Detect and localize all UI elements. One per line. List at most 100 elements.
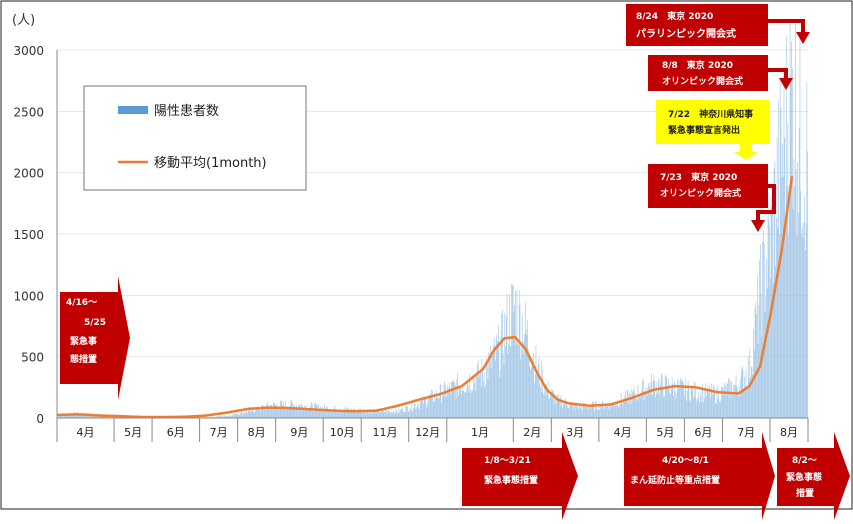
bar: [316, 405, 317, 418]
bar: [651, 382, 652, 418]
bar: [622, 401, 623, 418]
bar: [469, 392, 470, 418]
bar: [482, 372, 483, 418]
bar: [448, 388, 449, 418]
bar: [358, 408, 359, 418]
bar: [653, 381, 654, 418]
bar: [426, 407, 427, 418]
bar: [580, 409, 581, 418]
bar: [492, 356, 493, 418]
bar: [613, 403, 614, 418]
bar: [730, 398, 731, 418]
bar: [495, 345, 496, 418]
bar: [300, 404, 301, 418]
bar: [631, 404, 632, 418]
bar: [541, 361, 542, 418]
bar: [513, 284, 514, 418]
bar: [588, 407, 589, 418]
bar: [670, 394, 671, 418]
bar: [481, 386, 482, 418]
bar: [623, 400, 624, 418]
bar: [517, 290, 518, 418]
bar: [400, 409, 401, 418]
bar: [434, 402, 435, 418]
bar: [307, 405, 308, 418]
bar: [274, 403, 275, 418]
bar: [574, 409, 575, 418]
month-label: 1月: [471, 426, 489, 439]
bar: [415, 409, 416, 418]
bar: [498, 341, 499, 418]
bar: [495, 361, 496, 418]
bar: [703, 402, 704, 418]
bar: [249, 409, 250, 418]
bar: [440, 384, 441, 418]
bar: [412, 411, 413, 418]
bar: [406, 405, 407, 418]
bar: [685, 389, 686, 418]
bar: [530, 369, 531, 418]
bar: [410, 409, 411, 418]
bar: [511, 284, 512, 418]
bar: [467, 381, 468, 418]
bar: [472, 389, 473, 418]
bar: [547, 391, 548, 418]
bar: [605, 407, 606, 418]
bar: [759, 305, 760, 418]
bar: [529, 355, 530, 418]
bar: [729, 378, 730, 418]
bar: [414, 405, 415, 418]
bar: [747, 387, 748, 418]
annotation-olympics-jul-line1: 7/23 東京 2020: [660, 171, 737, 183]
bar: [327, 407, 328, 418]
bar: [520, 359, 521, 418]
bar: [504, 365, 505, 418]
bar: [306, 411, 307, 418]
bar: [569, 406, 570, 418]
bar: [687, 391, 688, 418]
bar: [792, 68, 793, 418]
bar: [550, 393, 551, 418]
bar: [328, 412, 329, 418]
bar: [717, 399, 718, 418]
bar: [559, 399, 560, 418]
bar: [281, 402, 282, 418]
bar: [361, 413, 362, 418]
bar: [404, 412, 405, 418]
bar: [418, 404, 419, 418]
bar: [642, 381, 643, 418]
bar: [475, 377, 476, 418]
bar: [269, 407, 270, 418]
bar: [660, 385, 661, 418]
bar: [602, 400, 603, 418]
bar: [233, 414, 234, 418]
bar: [580, 405, 581, 418]
bar: [733, 396, 734, 418]
bar: [757, 275, 758, 418]
bar: [407, 407, 408, 418]
annotation-kanagawa-box: [656, 100, 770, 144]
bar: [650, 394, 651, 418]
bar: [510, 347, 511, 419]
bar: [473, 375, 474, 418]
bar: [791, 41, 792, 418]
bar: [283, 401, 284, 418]
bar: [487, 361, 488, 418]
bar: [592, 401, 593, 418]
bar: [463, 391, 464, 418]
bar: [549, 399, 550, 418]
bar: [767, 288, 768, 418]
bar: [470, 390, 471, 418]
bar: [561, 406, 562, 418]
bar: [663, 397, 664, 418]
bar: [783, 177, 784, 418]
legend-box: [84, 86, 306, 190]
bar: [568, 408, 569, 418]
bar: [435, 399, 436, 418]
bar: [575, 406, 576, 418]
bar: [355, 408, 356, 418]
bar: [331, 412, 332, 418]
bar: [632, 392, 633, 418]
bar: [573, 403, 574, 418]
bar: [800, 31, 801, 418]
